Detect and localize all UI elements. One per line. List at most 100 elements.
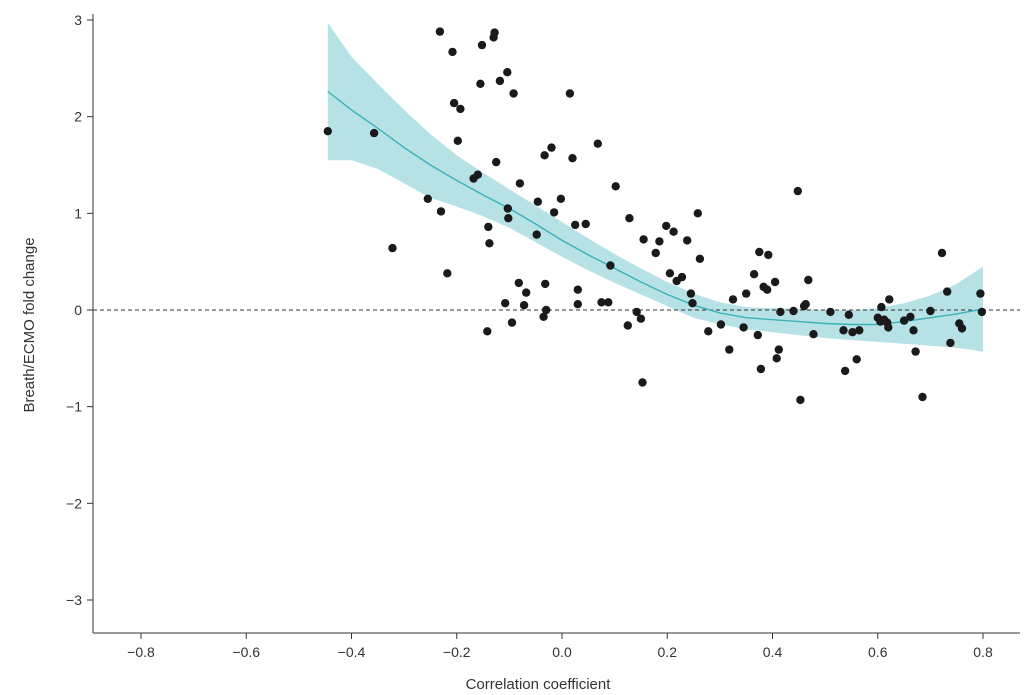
data-point <box>749 270 759 279</box>
data-point <box>804 275 813 285</box>
axes: −0.8 −0.6 −0.4 −0.2 0.0 0.2 0.4 0.6 0.8 −3 −2 −1 0 1… <box>66 12 1020 660</box>
data-point <box>789 306 798 316</box>
data-point <box>809 330 818 339</box>
x-tick-label: 0.4 <box>763 644 783 660</box>
data-point <box>772 354 781 363</box>
data-point <box>899 316 909 325</box>
data-point <box>776 307 785 317</box>
data-point <box>532 230 541 239</box>
data-point <box>515 179 525 188</box>
data-point <box>485 239 494 248</box>
data-point <box>763 285 772 294</box>
data-point <box>739 323 748 332</box>
data-point <box>877 302 886 312</box>
data-point <box>448 47 457 57</box>
data-point <box>435 27 445 36</box>
data-point <box>568 154 577 163</box>
data-point <box>639 235 648 244</box>
data-point <box>683 236 692 245</box>
data-point <box>456 104 465 114</box>
data-point <box>725 345 734 354</box>
x-tick-label: −0.4 <box>338 644 366 660</box>
data-point <box>839 326 848 335</box>
data-point <box>909 326 918 335</box>
data-point <box>503 204 512 213</box>
data-point <box>606 261 615 270</box>
data-point <box>906 312 915 321</box>
data-point <box>443 269 452 278</box>
data-point <box>604 298 613 307</box>
data-point <box>943 287 952 296</box>
data-points <box>323 27 987 405</box>
data-point <box>573 285 582 294</box>
fit-line <box>327 90 984 326</box>
data-point <box>774 345 783 354</box>
data-point <box>742 289 751 298</box>
data-point <box>728 295 738 304</box>
data-point <box>556 194 566 203</box>
confidence-band <box>327 22 983 352</box>
data-point <box>636 314 646 323</box>
data-point <box>625 214 634 223</box>
data-point <box>477 40 487 50</box>
data-point <box>453 136 462 145</box>
y-tick-label: −2 <box>66 495 82 511</box>
data-point <box>651 248 660 258</box>
data-point <box>509 89 518 98</box>
data-point <box>665 269 675 278</box>
data-point <box>770 277 780 287</box>
x-tick-label: 0.0 <box>552 644 572 660</box>
data-point <box>716 320 726 329</box>
data-point <box>840 366 850 376</box>
data-point <box>597 298 606 307</box>
data-point <box>507 318 517 327</box>
y-tick-label: −3 <box>66 592 82 608</box>
data-point <box>369 128 379 138</box>
data-point <box>977 307 987 317</box>
data-point <box>704 327 713 336</box>
data-point <box>581 219 590 229</box>
data-point <box>565 89 575 98</box>
data-point <box>533 197 542 206</box>
data-point <box>669 227 678 236</box>
data-point <box>484 222 493 232</box>
data-point <box>755 247 764 257</box>
data-point <box>662 221 671 231</box>
data-point <box>756 364 766 374</box>
data-point <box>495 76 505 86</box>
data-point <box>957 324 967 333</box>
x-axis-title: Correlation coefficient <box>466 676 612 693</box>
data-point <box>611 182 620 191</box>
data-point <box>976 289 985 298</box>
y-tick-label: 2 <box>74 109 82 125</box>
data-point <box>519 301 529 310</box>
data-point <box>688 299 697 308</box>
data-point <box>593 139 602 148</box>
data-point <box>449 98 459 108</box>
data-point <box>796 395 805 405</box>
data-point <box>571 220 580 230</box>
data-point <box>946 338 955 348</box>
data-point <box>573 300 582 309</box>
data-point <box>911 347 920 356</box>
y-axis-title: Breath/ECMO fold change <box>21 237 38 412</box>
data-point <box>937 248 947 258</box>
y-tick-label: 0 <box>74 302 82 318</box>
data-point <box>638 378 647 387</box>
data-point <box>492 157 501 167</box>
data-point <box>473 170 482 179</box>
data-point <box>539 312 548 321</box>
data-point <box>514 278 523 288</box>
data-point <box>926 306 935 316</box>
x-tick-label: −0.2 <box>443 644 471 660</box>
data-point <box>522 288 531 297</box>
data-point <box>323 127 332 136</box>
y-tick-label: 1 <box>74 205 82 221</box>
data-point <box>436 207 446 216</box>
data-point <box>655 237 664 246</box>
y-axis-ticks: −3 −2 −1 0 1 2 3 <box>66 12 93 608</box>
x-tick-label: −0.6 <box>232 644 260 660</box>
data-point <box>793 186 802 196</box>
data-point <box>695 254 705 263</box>
